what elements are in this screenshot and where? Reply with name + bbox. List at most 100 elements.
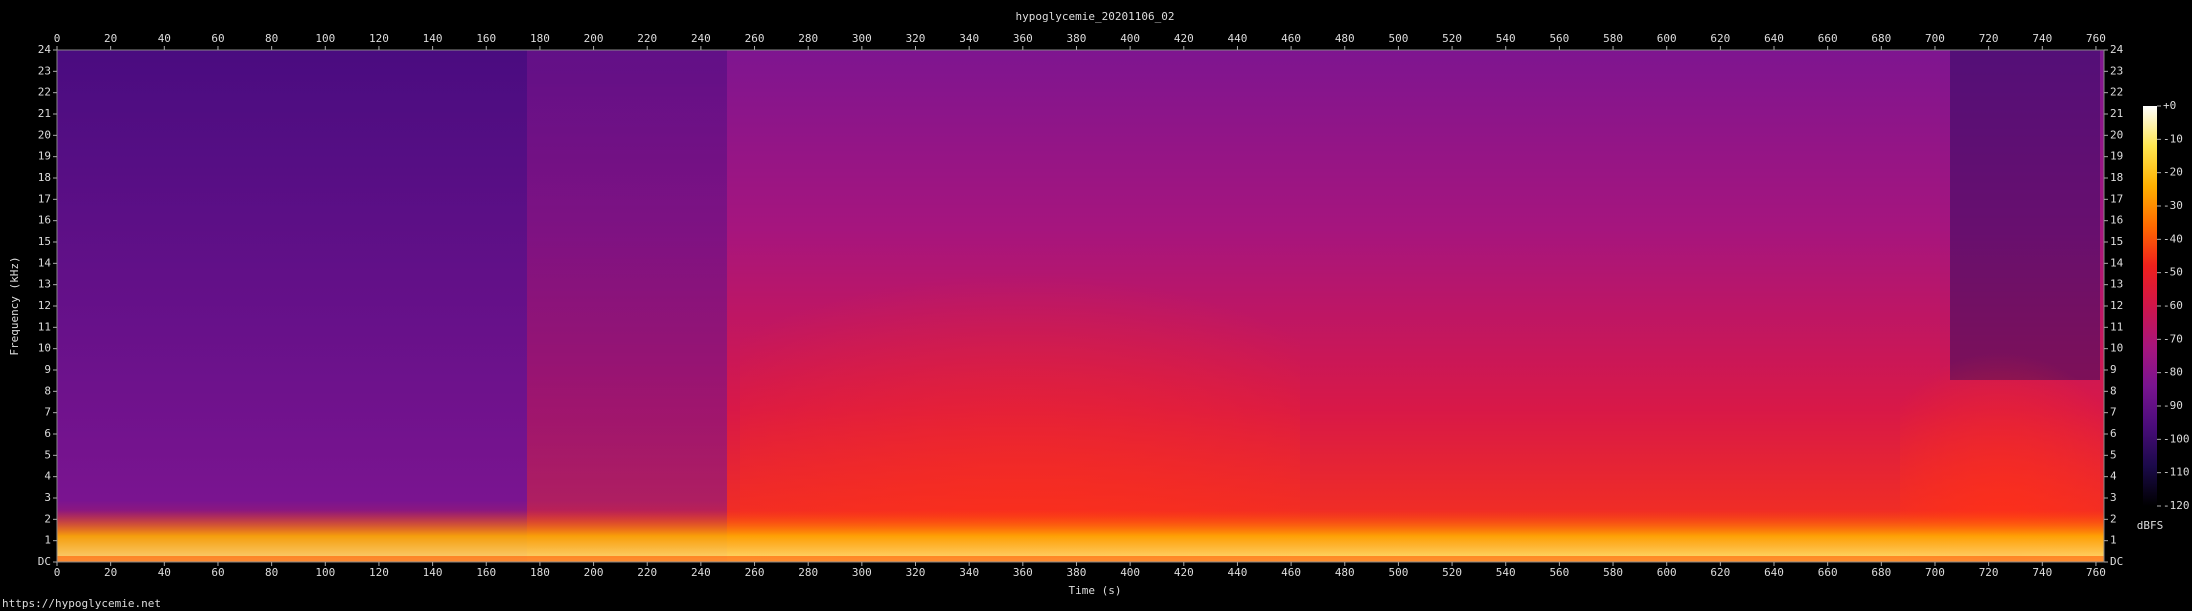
y-tick-label-right: 24: [2110, 43, 2124, 56]
colorbar-tick-label: -100: [2163, 432, 2190, 445]
colorbar-tick-label: -40: [2163, 232, 2183, 245]
y-tick-label: 10: [38, 342, 51, 355]
x-tick-label-top: 460: [1281, 32, 1301, 45]
y-tick-label: 16: [38, 214, 51, 227]
x-tick-label-top: 220: [637, 32, 657, 45]
colorbar-tick-label: -110: [2163, 466, 2190, 479]
y-tick-label: 20: [38, 128, 51, 141]
x-tick-label-top: 520: [1442, 32, 1462, 45]
x-tick-label: 140: [423, 566, 443, 579]
y-tick-label: 21: [38, 107, 51, 120]
x-tick-label-top: 40: [158, 32, 171, 45]
x-tick-label-top: 700: [1925, 32, 1945, 45]
x-tick-label: 420: [1174, 566, 1194, 579]
x-tick-label-top: 160: [476, 32, 496, 45]
y-tick-label: 3: [44, 491, 51, 504]
x-tick-label: 660: [1818, 566, 1838, 579]
x-tick-label: 320: [906, 566, 926, 579]
x-tick-label-top: 100: [315, 32, 335, 45]
x-tick-label: 180: [530, 566, 550, 579]
colorbar-tick-label: +0: [2163, 99, 2176, 112]
x-tick-label: 200: [584, 566, 604, 579]
x-tick-label-top: 580: [1603, 32, 1623, 45]
y-tick-label-right: 15: [2110, 235, 2123, 248]
x-tick-label: 300: [852, 566, 872, 579]
x-tick-label: 160: [476, 566, 496, 579]
x-axis-label: Time (s): [1069, 584, 1122, 597]
x-tick-label: 60: [211, 566, 224, 579]
x-tick-label: 740: [2032, 566, 2052, 579]
y-tick-label-right: 19: [2110, 150, 2123, 163]
x-tick-label-top: 260: [745, 32, 765, 45]
y-tick-label-right: 7: [2110, 406, 2117, 419]
x-tick-label-top: 640: [1764, 32, 1784, 45]
y-tick-label-right: 16: [2110, 214, 2123, 227]
y-tick-label-right: 2: [2110, 512, 2117, 525]
x-tick-label-top: 140: [423, 32, 443, 45]
y-tick-label-right: 20: [2110, 128, 2123, 141]
y-tick-label: 13: [38, 278, 51, 291]
y-tick-label-right: 3: [2110, 491, 2117, 504]
y-axis-label: Frequency (kHz): [8, 256, 21, 355]
x-tick-label-top: 300: [852, 32, 872, 45]
y-tick-label-right: 9: [2110, 363, 2117, 376]
y-tick-label: 9: [44, 363, 51, 376]
y-tick-label: 18: [38, 171, 51, 184]
x-tick-label: 120: [369, 566, 389, 579]
x-tick-label: 580: [1603, 566, 1623, 579]
x-tick-label-top: 320: [906, 32, 926, 45]
x-tick-label-top: 620: [1710, 32, 1730, 45]
x-tick-label: 360: [1013, 566, 1033, 579]
x-tick-label: 500: [1388, 566, 1408, 579]
spectrogram-image: [57, 50, 2104, 562]
y-tick-label-right: 1: [2110, 534, 2117, 547]
colorbar-tick-label: -20: [2163, 166, 2183, 179]
y-tick-label: 12: [38, 299, 51, 312]
y-tick-label: 23: [38, 64, 51, 77]
y-tick-label-right: 10: [2110, 342, 2123, 355]
y-tick-label-right: 5: [2110, 448, 2117, 461]
chart-title: hypoglycemie_20201106_02: [1016, 10, 1175, 23]
x-tick-label-top: 440: [1228, 32, 1248, 45]
x-tick-label: 620: [1710, 566, 1730, 579]
x-tick-label-top: 280: [798, 32, 818, 45]
colorbar-tick-label: -90: [2163, 399, 2183, 412]
x-tick-label-top: 540: [1496, 32, 1516, 45]
x-tick-label: 280: [798, 566, 818, 579]
x-tick-label: 680: [1871, 566, 1891, 579]
x-tick-label-top: 120: [369, 32, 389, 45]
y-tick-label: 22: [38, 86, 51, 99]
x-tick-label: 380: [1067, 566, 1087, 579]
x-tick-label-top: 560: [1549, 32, 1569, 45]
y-tick-label: 5: [44, 448, 51, 461]
x-tick-label: 540: [1496, 566, 1516, 579]
x-tick-label-top: 180: [530, 32, 550, 45]
x-tick-label: 260: [745, 566, 765, 579]
colorbar-tick-label: -120: [2163, 499, 2190, 512]
x-tick-label-top: 400: [1120, 32, 1140, 45]
x-tick-label: 480: [1335, 566, 1355, 579]
x-tick-label-top: 420: [1174, 32, 1194, 45]
y-tick-label-right: 12: [2110, 299, 2123, 312]
y-tick-label-right: 6: [2110, 427, 2117, 440]
x-tick-label: 80: [265, 566, 278, 579]
y-tick-label-right: 18: [2110, 171, 2123, 184]
y-tick-label: 19: [38, 150, 51, 163]
x-tick-label: 400: [1120, 566, 1140, 579]
x-tick-label: 600: [1657, 566, 1677, 579]
x-tick-label-top: 680: [1871, 32, 1891, 45]
y-tick-label: 17: [38, 192, 51, 205]
x-tick-label-top: 340: [959, 32, 979, 45]
x-tick-label-top: 380: [1067, 32, 1087, 45]
x-tick-label: 0: [54, 566, 61, 579]
colorbar-label: dBFS: [2137, 519, 2164, 532]
y-tick-label: 11: [38, 320, 51, 333]
x-tick-label-top: 740: [2032, 32, 2052, 45]
x-tick-label: 460: [1281, 566, 1301, 579]
x-tick-label: 220: [637, 566, 657, 579]
colorbar-tick-label: -50: [2163, 266, 2183, 279]
colorbar-tick-label: -30: [2163, 199, 2183, 212]
y-tick-label-right: 8: [2110, 384, 2117, 397]
x-tick-label-top: 80: [265, 32, 278, 45]
